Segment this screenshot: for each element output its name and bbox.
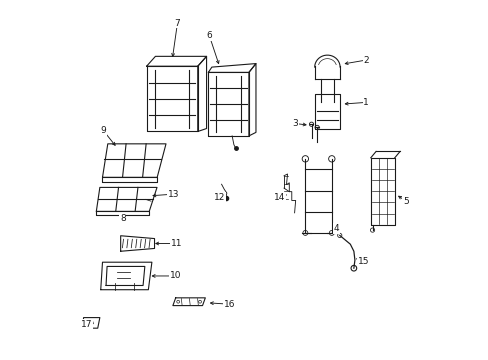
Text: 17: 17 (81, 320, 92, 329)
Text: 7: 7 (174, 18, 180, 27)
Text: 5: 5 (403, 197, 408, 206)
Text: 16: 16 (224, 300, 235, 309)
Text: 6: 6 (206, 31, 212, 40)
Text: 11: 11 (171, 239, 182, 248)
Text: 10: 10 (170, 271, 181, 280)
Text: 8: 8 (120, 214, 125, 223)
Text: 2: 2 (363, 55, 368, 64)
Text: 4: 4 (333, 224, 338, 233)
Text: 14: 14 (274, 193, 285, 202)
Text: 1: 1 (363, 98, 368, 107)
Text: 12: 12 (214, 193, 225, 202)
Text: 15: 15 (357, 257, 369, 266)
Text: 9: 9 (101, 126, 106, 135)
Text: 3: 3 (292, 119, 298, 128)
Text: 13: 13 (168, 190, 179, 199)
